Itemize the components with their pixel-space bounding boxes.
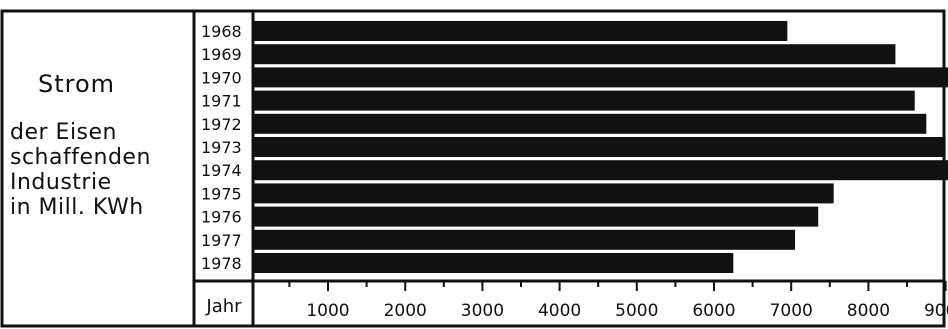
year-label-1978: 1978 <box>201 254 242 273</box>
title-line-5: in Mill. KWh <box>10 195 144 220</box>
year-label-1968: 1968 <box>201 22 242 41</box>
bars-group <box>254 21 948 273</box>
bar-1978 <box>254 253 734 273</box>
tick-label-5000: 5000 <box>615 301 658 321</box>
bar-1977 <box>254 229 796 250</box>
title-line-1: Strom <box>38 70 116 98</box>
bar-1971 <box>254 90 915 111</box>
tick-label-2000: 2000 <box>384 301 427 321</box>
bar-1976 <box>254 206 819 227</box>
year-label-1977: 1977 <box>201 231 242 250</box>
ticks-group: 1000 2000 3000 4000 5000 6000 7000 8000 9000 <box>288 281 948 321</box>
tick-label-1000: 1000 <box>306 301 349 321</box>
title-line-4: Industrie <box>10 170 112 195</box>
tick-label-3000: 3000 <box>461 301 504 321</box>
year-label-1971: 1971 <box>201 92 242 111</box>
bar-1975 <box>254 183 834 204</box>
year-labels-group: 1968 1969 1970 1971 1972 1973 1974 1975 1976 1977… <box>201 22 242 273</box>
year-label-1970: 1970 <box>201 68 242 87</box>
year-label-1972: 1972 <box>201 115 242 134</box>
tick-label-8000: 8000 <box>847 301 890 321</box>
bar-1973 <box>254 137 946 157</box>
bar-1968 <box>254 21 788 41</box>
year-label-1975: 1975 <box>201 184 242 203</box>
tick-label-4000: 4000 <box>538 301 581 321</box>
axis-label-jahr: Jahr <box>206 296 242 317</box>
title-line-2: der Eisen <box>10 120 117 145</box>
title-line-3: schaffenden <box>10 145 151 170</box>
bar-1974 <box>254 160 948 181</box>
tick-label-7000: 7000 <box>770 301 813 321</box>
tick-label-6000: 6000 <box>692 301 735 321</box>
year-label-1974: 1974 <box>201 161 242 180</box>
year-label-1973: 1973 <box>201 138 242 157</box>
tick-label-9000: 9000 <box>924 301 948 321</box>
bar-1972 <box>254 113 927 134</box>
year-label-1976: 1976 <box>201 208 242 227</box>
bar-1970 <box>254 67 948 88</box>
year-label-1969: 1969 <box>201 45 242 64</box>
bar-1969 <box>254 44 896 65</box>
title-lines-sub: der Eisen schaffenden Industrie in Mill.… <box>10 120 151 220</box>
